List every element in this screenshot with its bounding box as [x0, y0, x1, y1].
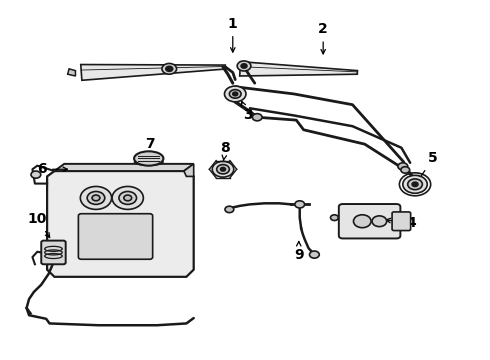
Polygon shape [54, 164, 194, 171]
Text: 4: 4 [386, 216, 416, 230]
Polygon shape [68, 69, 75, 76]
Circle shape [412, 182, 418, 186]
Text: 5: 5 [418, 152, 438, 180]
Ellipse shape [134, 151, 163, 166]
Circle shape [112, 186, 144, 210]
Circle shape [241, 64, 247, 68]
FancyBboxPatch shape [41, 240, 66, 264]
Circle shape [353, 215, 371, 228]
Text: 8: 8 [220, 141, 230, 161]
Text: 6: 6 [37, 162, 67, 176]
Circle shape [119, 192, 137, 204]
Circle shape [124, 195, 132, 201]
Text: 3: 3 [241, 102, 252, 122]
Circle shape [212, 161, 234, 177]
Circle shape [398, 163, 408, 170]
Polygon shape [81, 64, 225, 80]
Circle shape [220, 167, 225, 171]
FancyBboxPatch shape [78, 214, 153, 259]
Text: 10: 10 [27, 212, 49, 238]
Circle shape [229, 90, 241, 98]
Text: 7: 7 [145, 137, 154, 160]
Circle shape [237, 61, 251, 71]
Text: 1: 1 [228, 17, 238, 52]
Circle shape [403, 175, 427, 193]
Text: 9: 9 [294, 242, 304, 262]
Text: 2: 2 [318, 22, 328, 54]
Circle shape [162, 63, 176, 74]
Circle shape [92, 195, 100, 201]
Circle shape [31, 171, 41, 178]
Circle shape [217, 165, 229, 174]
Circle shape [310, 251, 319, 258]
FancyBboxPatch shape [339, 204, 400, 238]
Circle shape [80, 186, 112, 210]
Circle shape [87, 192, 105, 204]
Ellipse shape [135, 159, 163, 165]
Circle shape [372, 216, 387, 226]
Circle shape [166, 66, 172, 71]
Circle shape [401, 167, 410, 173]
Polygon shape [47, 171, 194, 277]
Circle shape [331, 215, 338, 221]
Polygon shape [240, 62, 358, 76]
Circle shape [295, 201, 305, 208]
Circle shape [225, 206, 234, 213]
Circle shape [224, 86, 246, 102]
Circle shape [252, 114, 262, 121]
Polygon shape [184, 164, 194, 176]
Circle shape [233, 92, 238, 96]
FancyBboxPatch shape [392, 212, 411, 230]
Circle shape [408, 179, 422, 190]
